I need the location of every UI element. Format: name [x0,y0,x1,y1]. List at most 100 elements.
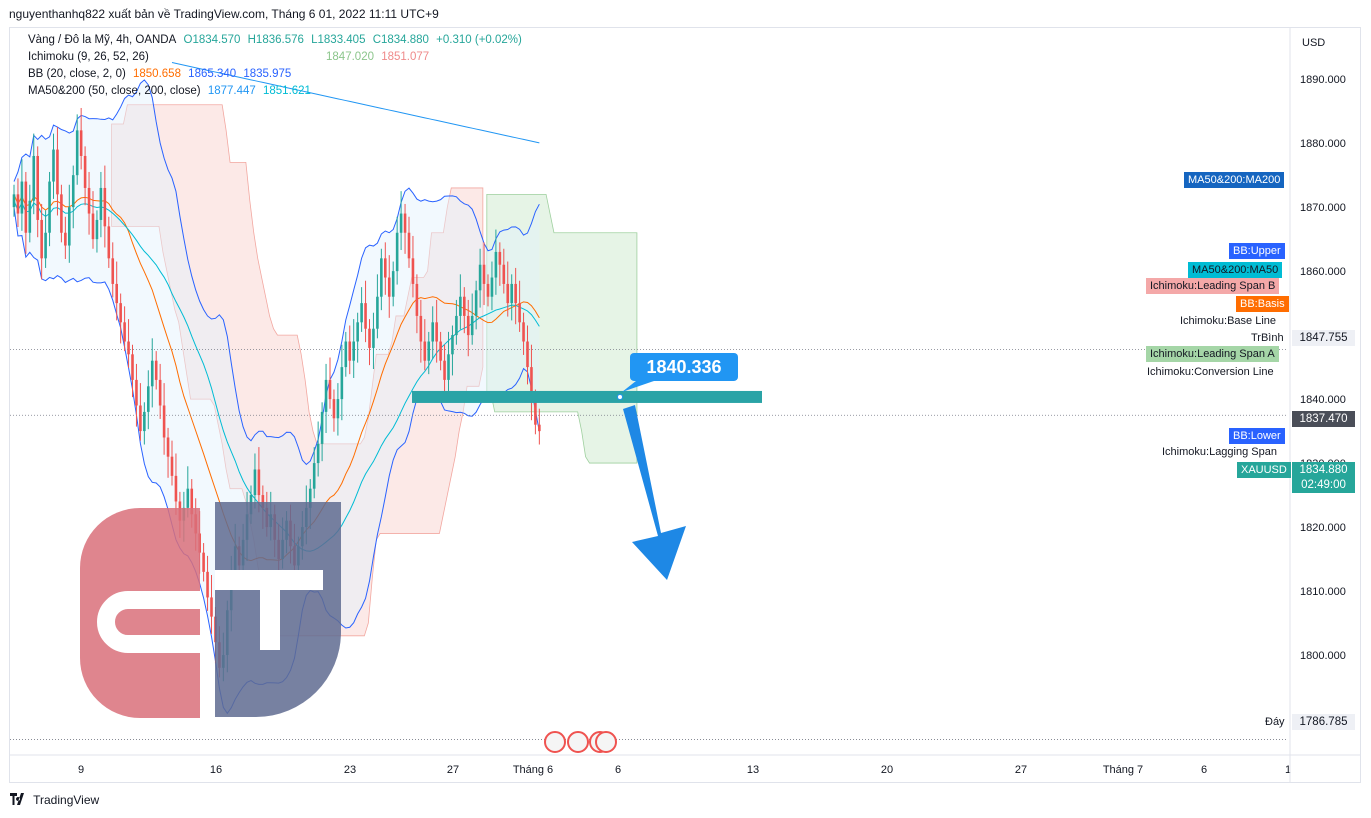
x-tick-label: Tháng 7 [1103,764,1143,776]
callout-pointer [622,380,654,392]
candle-body [206,571,209,598]
candle-body [360,303,363,323]
candle-body [115,283,118,304]
candle-body [368,328,371,348]
candle-body [328,379,332,400]
candle-body [502,264,506,284]
legend-ichimoku-span-b: 1851.077 [381,51,430,63]
x-tick-label: 1 [1285,764,1291,776]
candle-body [352,341,355,361]
legend-ma-row[interactable]: MA50&200 (50, close, 200, close) 1877.44… [28,85,315,97]
candle-body [514,283,517,304]
candle-body [186,488,190,508]
callout-box [630,352,738,381]
candle-body [340,367,344,400]
candle-body [16,194,20,214]
tag-base-line: Ichimoku:Base Line [1180,315,1276,327]
x-tick-label: 6 [1201,764,1207,776]
x-tick-label: 6 [615,764,621,776]
callout-value: 1840.336 [646,357,721,377]
footer-brand[interactable]: TradingView [10,793,99,807]
tag-average: TrBình [1251,332,1284,344]
candle-body [127,341,130,355]
candle-body [91,213,95,240]
candle-body [344,341,348,368]
candle-body [119,303,122,323]
candle-body [150,360,154,387]
candle-body [470,315,474,336]
tag-symbol: XAUUSD [1237,462,1291,478]
candle-body [48,181,51,233]
tradingview-logo-icon [10,793,24,805]
candle-body [316,443,320,464]
legend-symbol: Vàng / Đô la Mỹ, 4h, OANDA [28,34,177,46]
down-arrow [623,405,686,580]
candle-body [522,322,525,342]
candle-body [435,322,438,342]
candle-body [111,258,115,284]
legend-bb-lower: 1835.975 [243,68,292,80]
x-tick-label: 27 [1015,764,1027,776]
candle-body [348,341,352,361]
axis-currency-label: USD [1302,37,1326,49]
candle-body [95,219,99,240]
watermark-logo [80,502,341,718]
horizontal-guides [10,349,1288,740]
x-tick-label: 9 [78,764,84,776]
tag-ma200: MA50&200:MA200 [1184,172,1285,188]
legend-ichimoku-label: Ichimoku (9, 26, 52, 26) [28,51,149,63]
candle-body [56,149,59,195]
forecast-arrow [623,405,686,580]
x-tick-label: 20 [881,764,893,776]
candle-body [44,232,47,259]
cloud-red [111,104,484,637]
candle-body [135,379,138,406]
candle-body [478,264,482,291]
candle-body [131,354,134,380]
candle-body [455,315,458,336]
candle-body [474,290,478,316]
y-tick-label: 1800.000 [1300,650,1346,662]
chart-frame[interactable]: 1840.336 1790.0001800.0001810.0001820.00… [9,27,1361,783]
candle-body [482,264,486,284]
candle-body [210,597,213,617]
y-tick-label: 1870.000 [1300,202,1346,214]
support-zone: 1840.336 [412,352,762,403]
candle-body [312,463,316,489]
candle-body [364,303,367,329]
candle-body [356,322,359,342]
price-chart[interactable]: 1840.336 1790.0001800.0001810.0001820.00… [10,28,1360,782]
tag-bb-basis: BB:Basis [1236,296,1289,312]
candle-body [336,399,340,419]
y-tick-label: 1840.000 [1300,394,1346,406]
legend-ichimoku-row[interactable]: Ichimoku (9, 26, 52, 26) 1847.020 1851.0… [28,51,433,63]
candle-body [439,341,442,361]
logo-c-shape [97,591,200,653]
candle-body [79,130,83,156]
tag-leading-span-b: Ichimoku:Leading Span B [1146,278,1280,294]
footer-brand-text: TradingView [33,793,100,807]
candle-body [139,405,142,432]
candle-body [20,181,24,214]
candle-body [407,232,411,259]
tag-lagging-span: Ichimoku:Lagging Span [1162,446,1277,458]
candle-body [443,360,446,380]
tag-conversion-line: Ichimoku:Conversion Line [1147,366,1274,378]
tag-bb-upper: BB:Upper [1229,243,1285,259]
legend-low: L1833.405 [311,34,366,46]
economic-event-icon [595,731,617,753]
candle-body [431,322,434,342]
candle-body [395,232,399,272]
candle-body [24,181,28,233]
legend-bb-row[interactable]: BB (20, close, 2, 0) 1850.658 1865.340 1… [28,68,295,80]
candles [12,107,541,682]
candle-body [40,219,43,259]
legend-bb-basis: 1850.658 [133,68,181,80]
candle-body [530,367,533,400]
candle-body [415,283,419,316]
candle-body [538,424,541,432]
tag-bb-lower: BB:Lower [1229,428,1285,444]
legend-change: +0.310 (+0.02%) [436,34,522,46]
support-zone-bar [412,390,762,403]
candle-body [399,213,403,233]
